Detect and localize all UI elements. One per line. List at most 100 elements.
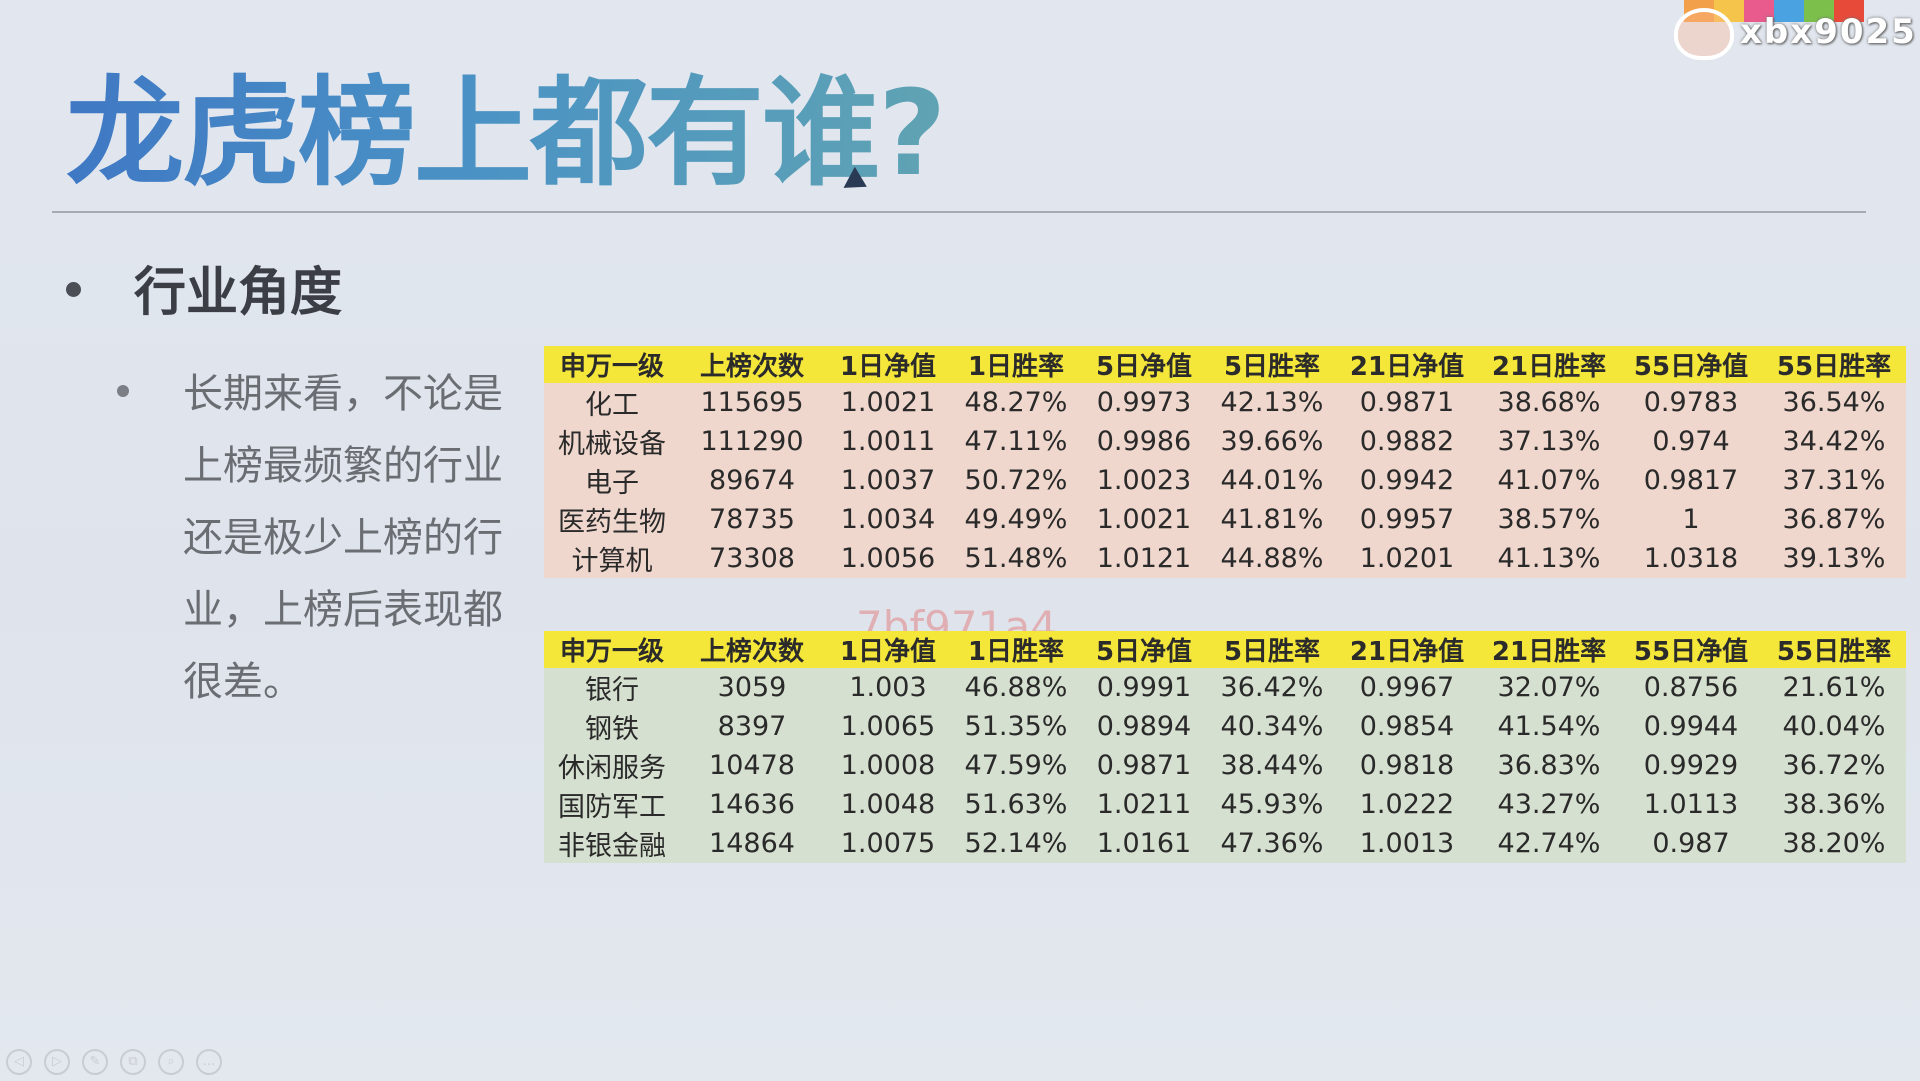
table-cell: 1.0023 [1080, 461, 1208, 500]
table-cell: 0.9967 [1336, 668, 1478, 707]
table-cell: 38.68% [1478, 383, 1620, 422]
table-cell: 38.20% [1762, 824, 1906, 863]
table-cell: 1.0222 [1336, 785, 1478, 824]
table-cell: 51.35% [952, 707, 1080, 746]
table-cell: 0.9882 [1336, 422, 1478, 461]
table-cell: 46.88% [952, 668, 1080, 707]
table-cell: 0.9894 [1080, 707, 1208, 746]
table-cell: 44.88% [1208, 539, 1336, 578]
table-cell: 8397 [680, 707, 824, 746]
table-bottom-industries: 申万一级 上榜次数 1日净值 1日胜率 5日净值 5日胜率 21日净值 21日胜率 55日净值 5… [544, 631, 1906, 863]
table-cell: 1.0113 [1620, 785, 1762, 824]
table-row: 计算机 73308 1.0056 51.48% 1.0121 44.88% 1.0201 41… [544, 539, 1906, 578]
industry-name-cell: 钢铁 [544, 707, 680, 746]
table-row: 医药生物 78735 1.0034 49.49% 1.0021 41.81% 0.9957 3… [544, 500, 1906, 539]
column-header: 55日胜率 [1762, 631, 1906, 668]
zoom-icon[interactable]: ⌕ [158, 1049, 184, 1075]
table-cell: 39.13% [1762, 539, 1906, 578]
brand-handle: xbx9025 [1740, 12, 1917, 52]
table-cell: 50.72% [952, 461, 1080, 500]
table-cell: 1.0011 [824, 422, 952, 461]
column-header: 申万一级 [544, 346, 680, 383]
table-cell: 78735 [680, 500, 824, 539]
next-icon[interactable]: ▷ [44, 1049, 70, 1075]
table-row: 机械设备 111290 1.0011 47.11% 0.9986 39.66% 0.9882… [544, 422, 1906, 461]
table-cell: 1.0065 [824, 707, 952, 746]
table-cell: 73308 [680, 539, 824, 578]
table-cell: 1.0121 [1080, 539, 1208, 578]
table-cell: 1.0021 [824, 383, 952, 422]
column-header: 1日净值 [824, 631, 952, 668]
brand-color-swatch [1804, 0, 1834, 22]
table-cell: 0.9957 [1336, 500, 1478, 539]
column-header: 1日胜率 [952, 631, 1080, 668]
table-cell: 38.44% [1208, 746, 1336, 785]
table-cell: 36.83% [1478, 746, 1620, 785]
slideshow-controls: ◁ ▷ ✎ ⧉ ⌕ … [6, 1049, 234, 1075]
table-cell: 111290 [680, 422, 824, 461]
column-header: 上榜次数 [680, 631, 824, 668]
bullet-dot [66, 282, 81, 297]
table-cell: 0.9991 [1080, 668, 1208, 707]
table-cell: 41.54% [1478, 707, 1620, 746]
table-header-row: 申万一级 上榜次数 1日净值 1日胜率 5日净值 5日胜率 21日净值 21日胜率 55日净值 5… [544, 346, 1906, 383]
table-cell: 0.9817 [1620, 461, 1762, 500]
brand-color-swatch [1744, 0, 1774, 22]
table-cell: 0.9854 [1336, 707, 1478, 746]
column-header: 上榜次数 [680, 346, 824, 383]
industry-name-cell: 休闲服务 [544, 746, 680, 785]
table-cell: 37.13% [1478, 422, 1620, 461]
table-cell: 47.59% [952, 746, 1080, 785]
table-cell: 0.987 [1620, 824, 1762, 863]
table-cell: 1.0201 [1336, 539, 1478, 578]
industry-name-cell: 国防军工 [544, 785, 680, 824]
brand-color-swatch [1834, 0, 1864, 22]
table-cell: 0.9986 [1080, 422, 1208, 461]
table-cell: 42.74% [1478, 824, 1620, 863]
table-cell: 115695 [680, 383, 824, 422]
prev-icon[interactable]: ◁ [6, 1049, 32, 1075]
table-cell: 32.07% [1478, 668, 1620, 707]
table-cell: 89674 [680, 461, 824, 500]
copy-icon[interactable]: ⧉ [120, 1049, 146, 1075]
table-cell: 0.9973 [1080, 383, 1208, 422]
table-cell: 1.0021 [1080, 500, 1208, 539]
table-cell: 0.9944 [1620, 707, 1762, 746]
table-cell: 47.36% [1208, 824, 1336, 863]
table-cell: 0.9871 [1080, 746, 1208, 785]
table-cell: 44.01% [1208, 461, 1336, 500]
column-header: 21日净值 [1336, 346, 1478, 383]
table-cell: 1.0056 [824, 539, 952, 578]
sub-bullet-text: 长期来看，不论是上榜最频繁的行业还是极少上榜的行业，上榜后表现都很差。 [183, 371, 503, 705]
table-cell: 10478 [680, 746, 824, 785]
table-cell: 42.13% [1208, 383, 1336, 422]
table-row: 非银金融 14864 1.0075 52.14% 1.0161 47.36% 1.0013 4… [544, 824, 1906, 863]
column-header: 5日胜率 [1208, 346, 1336, 383]
table-header-row: 申万一级 上榜次数 1日净值 1日胜率 5日净值 5日胜率 21日净值 21日胜率 55日净值 5… [544, 631, 1906, 668]
industry-name-cell: 机械设备 [544, 422, 680, 461]
table-cell: 37.31% [1762, 461, 1906, 500]
table-row: 国防军工 14636 1.0048 51.63% 1.0211 45.93% 1.0222 4… [544, 785, 1906, 824]
pen-icon[interactable]: ✎ [82, 1049, 108, 1075]
table-row: 钢铁 8397 1.0065 51.35% 0.9894 40.34% 0.9854 41.5… [544, 707, 1906, 746]
table-cell: 1.0008 [824, 746, 952, 785]
table-cell: 34.42% [1762, 422, 1906, 461]
table-cell: 38.36% [1762, 785, 1906, 824]
table-cell: 36.54% [1762, 383, 1906, 422]
industry-name-cell: 银行 [544, 668, 680, 707]
table-cell: 0.9818 [1336, 746, 1478, 785]
column-header: 5日净值 [1080, 631, 1208, 668]
table-cell: 41.13% [1478, 539, 1620, 578]
more-icon[interactable]: … [196, 1049, 222, 1075]
table-cell: 36.42% [1208, 668, 1336, 707]
table-cell: 21.61% [1762, 668, 1906, 707]
table-cell: 51.48% [952, 539, 1080, 578]
table-cell: 1.0075 [824, 824, 952, 863]
table-cell: 1.0048 [824, 785, 952, 824]
table-cell: 3059 [680, 668, 824, 707]
table-cell: 40.34% [1208, 707, 1336, 746]
table-cell: 47.11% [952, 422, 1080, 461]
industry-name-cell: 化工 [544, 383, 680, 422]
column-header: 5日净值 [1080, 346, 1208, 383]
column-header: 55日胜率 [1762, 346, 1906, 383]
